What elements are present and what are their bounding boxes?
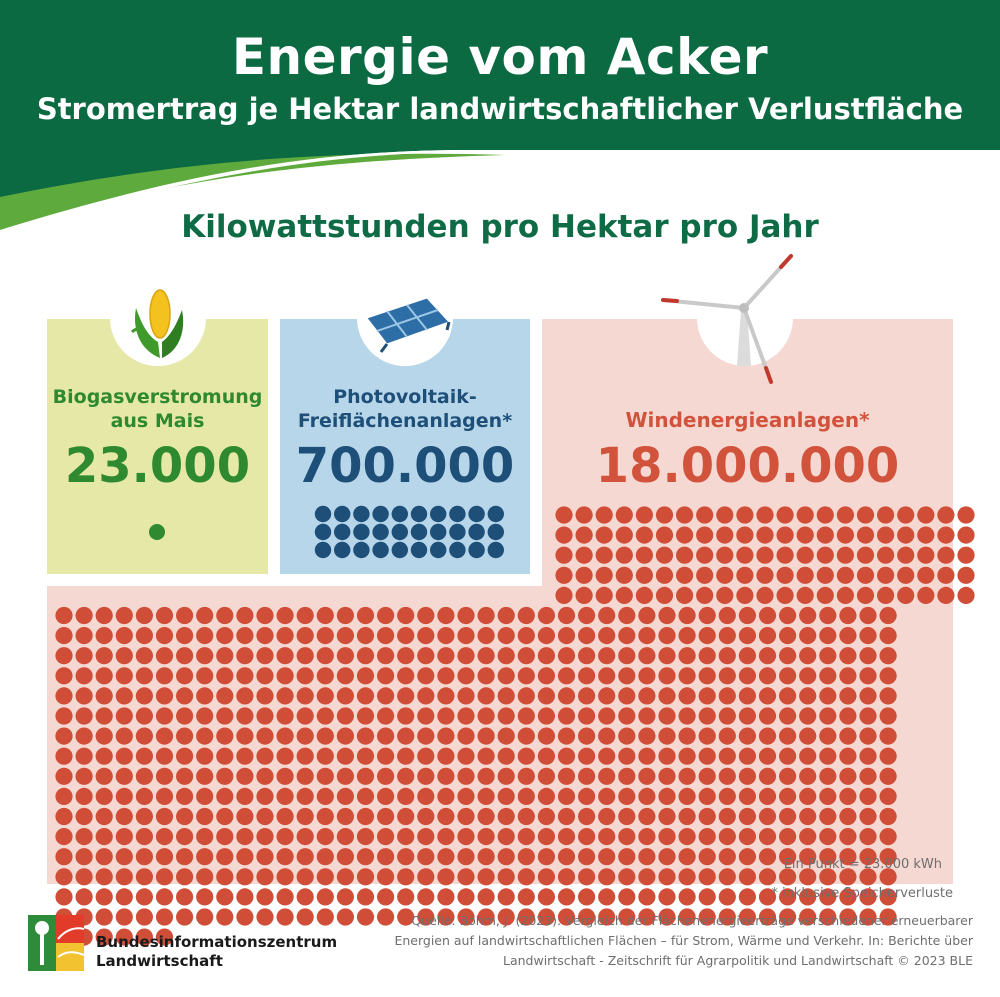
wind-value: 18.000.000: [595, 438, 900, 494]
wind-dot: [155, 908, 174, 926]
wind-dot: [537, 888, 556, 906]
wind-dot: [316, 908, 334, 926]
wind-dot: [256, 908, 274, 926]
wind-dot: [216, 888, 234, 906]
source-line2: Energien auf landwirtschaftlichen Fläche…: [394, 933, 973, 948]
org-name-line2: Landwirtschaft: [96, 952, 223, 970]
wind-dot: [957, 546, 975, 564]
wind-panel-bottom: [47, 586, 953, 884]
wind-dot: [155, 888, 174, 906]
point-legend: Ein Punkt = 23.000 kWh: [783, 857, 942, 872]
page-subtitle: Stromertrag je Hektar landwirtschaftlich…: [36, 92, 964, 126]
photovoltaic-label: Photovoltaik- Freiflächenanlagen*: [280, 385, 530, 433]
footnote: * inklusive Speicherverluste: [771, 886, 953, 901]
page-title: Energie vom Acker: [231, 28, 769, 86]
wind-dot: [75, 888, 93, 906]
wind-dot: [135, 888, 153, 906]
header-swoosh: [0, 0, 1000, 230]
wind-dot: [356, 888, 375, 906]
wind-dot: [55, 888, 73, 906]
header-banner: Energie vom Acker Stromertrag je Hektar …: [0, 0, 1000, 230]
wind-dot: [236, 888, 254, 906]
wind-dot: [477, 888, 495, 906]
wind-dot: [115, 908, 133, 926]
wind-dot: [276, 888, 294, 906]
wind-dot: [457, 888, 475, 906]
wind-dot: [497, 888, 515, 906]
photovoltaic-value: 700.000: [295, 438, 515, 494]
wind-dot: [115, 888, 133, 906]
wind-dot: [176, 908, 194, 926]
wind-dot: [296, 908, 314, 926]
wind-dot: [95, 888, 113, 906]
wind-dot: [95, 908, 113, 926]
wind-dot: [196, 908, 214, 926]
wind-dot: [356, 908, 375, 926]
wind-dot: [437, 888, 455, 906]
solar-panel-icon: [357, 270, 453, 366]
source-citation: Quelle: Böhm, J. (2023): Vergleich der F…: [380, 911, 973, 971]
wind-dot: [196, 888, 214, 906]
wind-dot: [578, 888, 596, 906]
ble-logo: [28, 915, 84, 971]
photovoltaic-label-line1: Photovoltaik-: [333, 386, 477, 408]
corn-icon: [110, 270, 206, 366]
biogas-value: 23.000: [64, 438, 251, 494]
wind-dot: [135, 908, 153, 926]
wind-turbine-icon: [661, 254, 793, 384]
section-title: Kilowattstunden pro Hektar pro Jahr: [181, 209, 819, 245]
wind-dot: [216, 908, 234, 926]
source-line3: Landwirtschaft - Zeitschrift für Agrarpo…: [503, 953, 973, 968]
wind-dot: [236, 908, 254, 926]
biogas-label: Biogasverstromung aus Mais: [47, 385, 268, 433]
wind-dot: [957, 526, 975, 544]
source-line1: Quelle: Böhm, J. (2023): Vergleich der F…: [411, 913, 973, 928]
wind-dot: [377, 888, 395, 906]
org-name: Bundesinformationszentrum Landwirtschaft: [96, 933, 337, 971]
wind-dot: [397, 888, 415, 906]
wind-dot: [957, 506, 975, 524]
wind-dot: [417, 888, 435, 906]
org-name-line1: Bundesinformationszentrum: [96, 933, 338, 951]
photovoltaic-label-line2: Freiflächenanlagen*: [297, 410, 513, 432]
wind-dot: [176, 888, 194, 906]
wind-dot: [618, 888, 636, 906]
wind-dot: [658, 888, 676, 906]
wind-dot: [336, 888, 354, 906]
wind-dot: [336, 908, 354, 926]
wind-dot: [598, 888, 616, 906]
biogas-label-line2: aus Mais: [110, 410, 205, 432]
wind-dot: [296, 888, 314, 906]
wind-dot: [256, 888, 274, 906]
wind-dot: [957, 586, 975, 605]
wind-dot: [517, 888, 535, 906]
wind-dot: [316, 888, 334, 906]
wind-label: Windenergieanlagen*: [625, 408, 870, 432]
biogas-label-line1: Biogasverstromung: [52, 386, 263, 408]
wind-dot: [276, 908, 294, 926]
wind-dot: [957, 566, 975, 584]
wind-dot: [557, 888, 576, 906]
wind-dot: [638, 888, 656, 906]
